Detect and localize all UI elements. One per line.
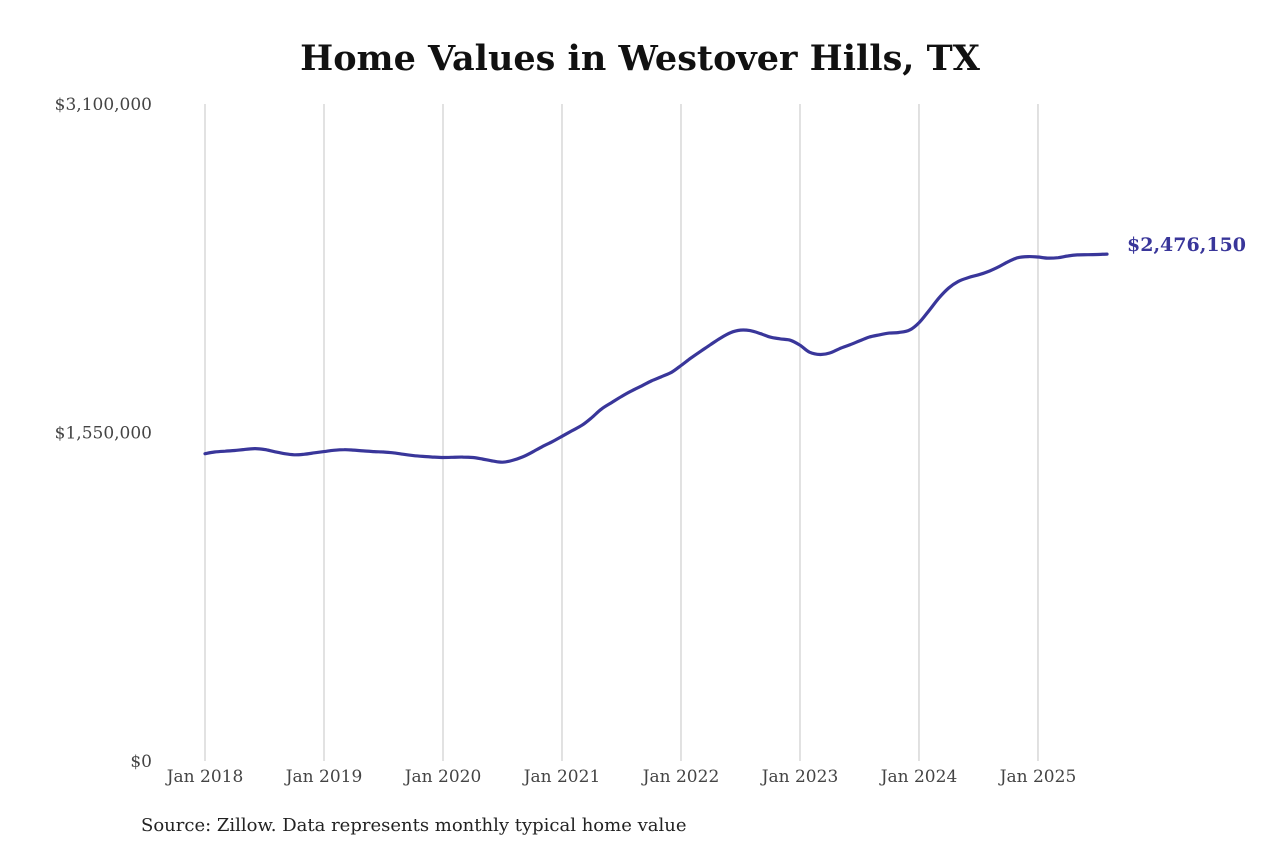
end-value-label: $2,476,150 — [1127, 234, 1246, 256]
grid-layer — [204, 104, 1039, 761]
x-tick-label: Jan 2019 — [284, 767, 363, 787]
x-axis: Jan 2018 Jan 2019 Jan 2020 Jan 2021 Jan 2022… — [165, 767, 1077, 787]
x-tick-label: Jan 2018 — [165, 767, 244, 787]
x-tick-label: Jan 2025 — [998, 767, 1077, 787]
y-tick-label: $1,550,000 — [55, 424, 152, 444]
y-tick-label: $3,100,000 — [55, 95, 152, 115]
y-axis: $0 $1,550,000 $3,100,000 — [55, 95, 152, 772]
y-tick-label: $0 — [130, 752, 152, 772]
x-tick-label: Jan 2022 — [641, 767, 720, 787]
home-value-line — [203, 252, 1109, 464]
chart-title: Home Values in Westover Hills, TX — [300, 38, 980, 79]
source-note: Source: Zillow. Data represents monthly … — [141, 815, 687, 836]
x-tick-label: Jan 2021 — [522, 767, 601, 787]
x-tick-label: Jan 2020 — [403, 767, 482, 787]
x-tick-label: Jan 2023 — [760, 767, 839, 787]
x-tick-label: Jan 2024 — [879, 767, 958, 787]
